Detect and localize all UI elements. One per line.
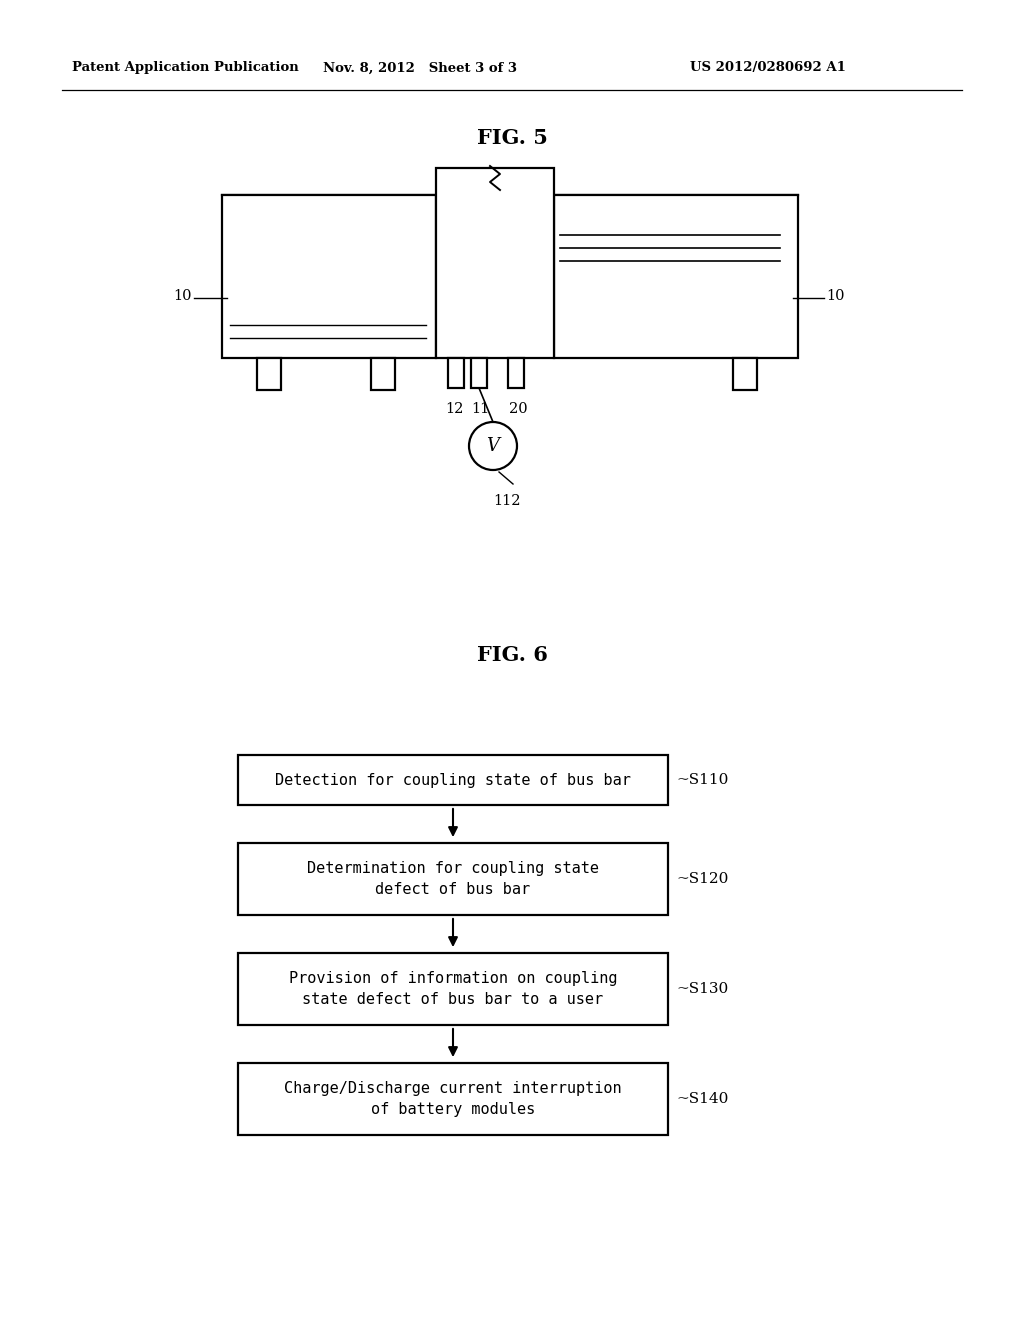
Bar [238,1063,668,1135]
Bar [371,358,395,389]
Text: Determination for coupling state
defect of bus bar: Determination for coupling state defect … [307,861,599,898]
Bar [238,755,668,805]
Bar [436,168,554,358]
Text: 112: 112 [494,494,521,508]
Text: 10: 10 [173,289,193,304]
Bar [471,358,487,388]
Text: ~S130: ~S130 [676,982,728,997]
Text: Provision of information on coupling
state defect of bus bar to a user: Provision of information on coupling sta… [289,972,617,1007]
Text: 20: 20 [509,403,527,416]
Text: 11: 11 [471,403,489,416]
Bar [508,358,524,388]
Bar [238,953,668,1026]
Bar [238,843,668,915]
Text: FIG. 5: FIG. 5 [476,128,548,148]
Bar [554,195,798,358]
Text: 12: 12 [444,403,463,416]
Text: 10: 10 [826,289,845,304]
Text: Patent Application Publication: Patent Application Publication [72,62,299,74]
Text: Nov. 8, 2012   Sheet 3 of 3: Nov. 8, 2012 Sheet 3 of 3 [323,62,517,74]
Text: Charge/Discharge current interruption
of battery modules: Charge/Discharge current interruption of… [285,1081,622,1117]
Text: Detection for coupling state of bus bar: Detection for coupling state of bus bar [275,772,631,788]
Bar [449,358,464,388]
Text: ~S110: ~S110 [676,774,728,787]
Text: ~S120: ~S120 [676,873,728,886]
Text: US 2012/0280692 A1: US 2012/0280692 A1 [690,62,846,74]
Text: V: V [486,437,500,455]
Text: FIG. 6: FIG. 6 [476,645,548,665]
Circle shape [469,422,517,470]
Bar [257,358,281,389]
Text: ~S140: ~S140 [676,1092,728,1106]
Bar [733,358,757,389]
Bar [222,195,436,358]
